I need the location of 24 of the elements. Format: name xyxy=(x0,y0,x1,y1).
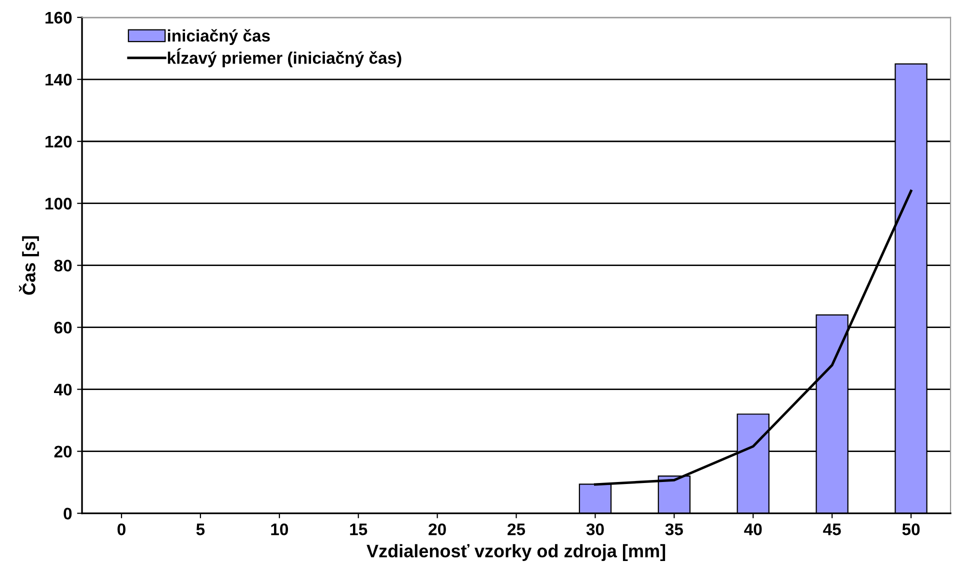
y-tick-label: 140 xyxy=(46,74,72,86)
y-tick-label: 120 xyxy=(46,136,72,148)
y-tick-label: 80 xyxy=(54,260,72,272)
x-tick-label: 45 xyxy=(823,524,841,536)
x-tick-label: 50 xyxy=(902,523,920,536)
y-tick-label: 0 xyxy=(64,508,72,520)
y-tick-label: 40 xyxy=(54,384,72,396)
x-tick-label: 0 xyxy=(118,523,126,536)
x-tick-label: 15 xyxy=(350,524,368,536)
legend-label: iniciačný čas xyxy=(168,29,270,45)
legend-label: kĺzavý priemer (iniciačný čas) xyxy=(168,48,402,68)
y-axis-title: Čas [s] xyxy=(19,236,39,295)
x-tick-label: 25 xyxy=(508,523,526,536)
x-tick-label: 40 xyxy=(744,523,762,536)
x-axis-title: Vzdialenosť vzorky od zdroja [mm] xyxy=(366,544,666,562)
y-tick-label: 160 xyxy=(46,12,72,24)
x-tick-label: 5 xyxy=(196,524,205,536)
x-tick-label: 30 xyxy=(586,523,604,536)
y-tick-label: 100 xyxy=(46,198,72,210)
x-tick-label: 20 xyxy=(428,523,446,536)
y-tick-label: 20 xyxy=(54,446,72,458)
y-tick-label: 60 xyxy=(54,322,72,334)
x-tick-label: 35 xyxy=(665,523,683,536)
x-tick-label: 10 xyxy=(271,523,288,536)
